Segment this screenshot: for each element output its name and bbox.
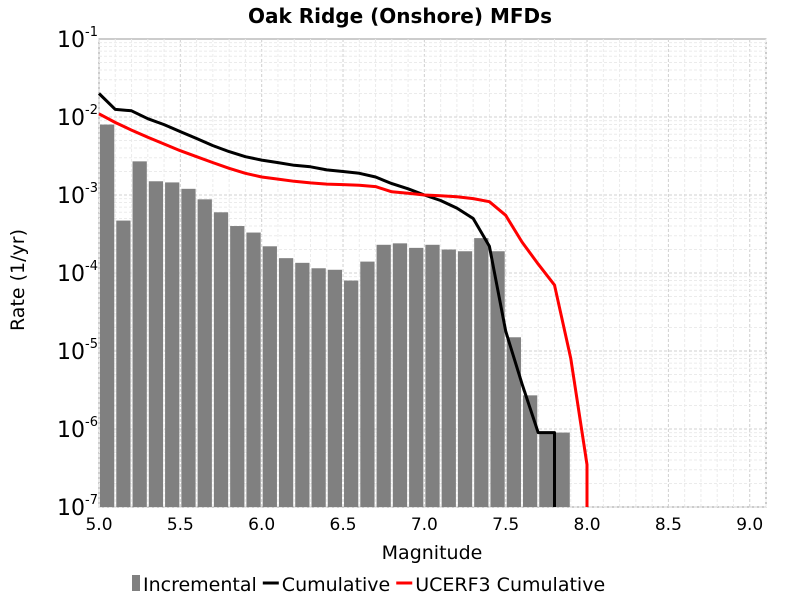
incremental-bar — [425, 244, 440, 508]
legend-swatch-incremental — [132, 575, 140, 591]
x-tick-label: 6.5 — [330, 515, 357, 535]
y-tick-labels: 10-1 10-2 10-3 10-4 10-5 10-6 10-7 — [57, 25, 98, 521]
incremental-bar — [116, 220, 131, 508]
x-tick-label: 6.0 — [248, 515, 275, 535]
incremental-bar — [132, 161, 147, 507]
legend-label-cumulative: Cumulative — [282, 574, 390, 596]
x-tick-label: 9.0 — [736, 515, 763, 535]
incremental-bar — [327, 269, 343, 507]
incremental-bar — [230, 226, 245, 508]
incremental-bar — [197, 199, 212, 507]
y-tick-label: 10-1 — [57, 25, 98, 53]
incremental-bar — [262, 246, 277, 508]
y-axis-title: Rate (1/yr) — [7, 229, 29, 331]
incremental-bar — [311, 268, 326, 507]
legend: Incremental Cumulative UCERF3 Cumulative — [132, 574, 605, 596]
incremental-bar — [392, 243, 408, 508]
incremental-bar — [278, 258, 294, 507]
legend-label-incremental: Incremental — [143, 574, 257, 596]
x-tick-label: 5.0 — [85, 515, 112, 535]
incremental-bar — [344, 280, 359, 507]
x-tick-labels: 5.0 5.5 6.0 6.5 7.0 7.5 8.0 8.5 9.0 — [85, 515, 763, 535]
x-tick-label: 5.5 — [167, 515, 194, 535]
incremental-bar — [555, 432, 570, 507]
y-tick-label: 10-4 — [57, 259, 98, 287]
y-tick-label: 10-5 — [57, 337, 98, 365]
legend-label-ucerf3-cumulative: UCERF3 Cumulative — [415, 574, 605, 596]
incremental-bars — [100, 124, 570, 508]
y-tick-label: 10-2 — [57, 103, 98, 131]
incremental-bar — [457, 251, 473, 507]
incremental-bar — [539, 432, 554, 507]
cumulative-lines — [97, 92, 589, 507]
cumulative-line — [97, 92, 556, 507]
incremental-bar — [506, 337, 521, 507]
incremental-bar — [295, 262, 310, 507]
incremental-bar — [181, 188, 196, 508]
incremental-bar — [246, 232, 261, 507]
incremental-bar — [165, 182, 180, 507]
incremental-bar — [100, 124, 115, 507]
incremental-bar — [213, 212, 229, 507]
chart-title: Oak Ridge (Onshore) MFDs — [248, 4, 552, 28]
y-tick-label: 10-6 — [57, 415, 98, 443]
incremental-bar — [474, 238, 489, 507]
x-tick-label: 8.5 — [655, 515, 682, 535]
ucerf3-cumulative-line — [98, 112, 589, 507]
incremental-bar — [409, 247, 424, 508]
incremental-bar — [441, 249, 456, 507]
x-tick-label: 7.5 — [492, 515, 519, 535]
x-axis-title: Magnitude — [382, 542, 483, 564]
x-tick-label: 7.0 — [411, 515, 438, 535]
x-tick-label: 8.0 — [574, 515, 601, 535]
y-tick-label: 10-7 — [57, 493, 98, 521]
incremental-bar — [376, 244, 391, 508]
incremental-bar — [360, 261, 375, 507]
incremental-bar — [148, 181, 164, 507]
y-tick-label: 10-3 — [57, 181, 98, 209]
